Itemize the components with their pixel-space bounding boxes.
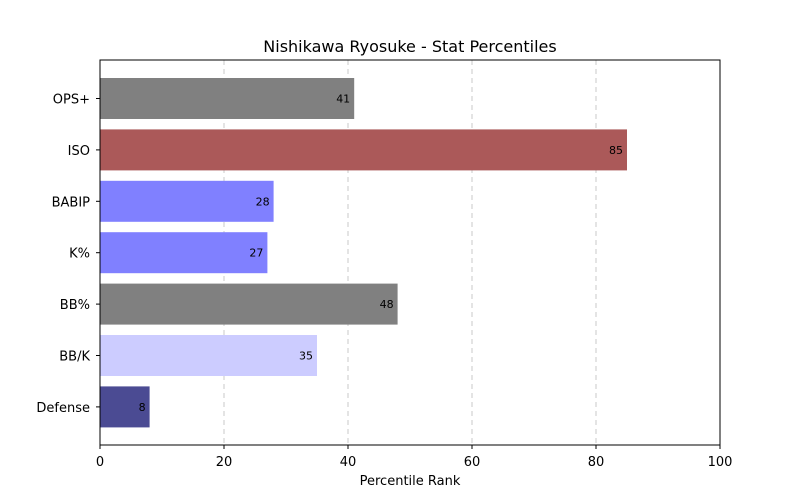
bar-babip xyxy=(100,180,274,222)
y-tick-label-3: K% xyxy=(69,247,90,262)
data-labels: 41 85 28 27 48 35 8 xyxy=(139,93,623,414)
bar-defense xyxy=(100,386,150,428)
data-label-2: 28 xyxy=(256,195,270,208)
x-axis-ticks: 0 20 40 60 80 100 xyxy=(96,445,733,470)
y-tick-label-6: Defense xyxy=(36,401,90,416)
x-tick-label-3: 60 xyxy=(464,455,481,470)
bar-iso xyxy=(100,129,627,171)
y-axis-ticks: OPS+ ISO BABIP K% BB% BB/K Defense xyxy=(36,93,100,416)
data-label-1: 85 xyxy=(609,144,623,157)
x-tick-label-5: 100 xyxy=(708,455,733,470)
y-tick-label-4: BB% xyxy=(60,298,90,313)
x-tick-label-4: 80 xyxy=(588,455,605,470)
data-label-0: 41 xyxy=(336,93,350,106)
bar-bb-k xyxy=(100,335,317,376)
x-tick-label-0: 0 xyxy=(96,455,104,470)
y-tick-label-1: ISO xyxy=(68,144,90,159)
data-label-3: 27 xyxy=(249,247,263,260)
data-label-6: 8 xyxy=(139,401,146,414)
y-tick-label-5: BB/K xyxy=(59,350,90,365)
bar-k- xyxy=(100,232,268,274)
bars xyxy=(100,78,627,428)
data-label-4: 48 xyxy=(380,298,394,311)
bar-bb- xyxy=(100,283,398,325)
x-axis-label: Percentile Rank xyxy=(360,474,461,489)
x-tick-label-2: 40 xyxy=(340,455,357,470)
bar-ops- xyxy=(100,78,355,119)
y-tick-label-2: BABIP xyxy=(52,195,91,210)
x-tick-label-1: 20 xyxy=(216,455,233,470)
data-label-5: 35 xyxy=(299,350,313,363)
y-tick-label-0: OPS+ xyxy=(53,93,90,108)
chart-title: Nishikawa Ryosuke - Stat Percentiles xyxy=(263,37,556,56)
